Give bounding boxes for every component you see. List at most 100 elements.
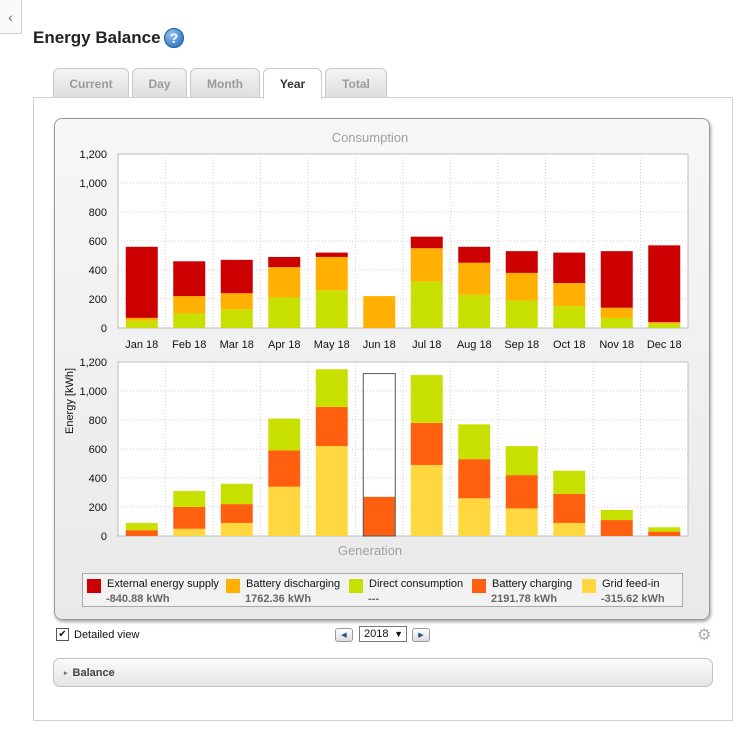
consumption-bar-segment xyxy=(505,300,538,328)
consumption-bar-segment xyxy=(410,281,443,328)
balance-label: Balance xyxy=(72,666,115,679)
consumption-bar-segment xyxy=(220,259,253,294)
tab-year[interactable]: Year xyxy=(263,68,322,99)
tab-total[interactable]: Total xyxy=(325,68,387,98)
generation-bar-segment xyxy=(220,483,253,505)
generation-y-tick-label: 0 xyxy=(101,531,107,543)
consumption-bar-segment xyxy=(315,252,348,257)
chevron-left-icon: ‹ xyxy=(8,8,13,25)
generation-bar-segment xyxy=(220,522,253,536)
arrow-right-icon: ▶ xyxy=(418,632,424,639)
legend-value: -315.62 kWh xyxy=(601,593,665,605)
generation-bar-segment xyxy=(315,369,348,407)
consumption-y-tick-label: 1,200 xyxy=(79,149,107,161)
consumption-x-tick-label: Oct 18 xyxy=(553,339,585,351)
check-glyph: ✔ xyxy=(58,628,67,640)
consumption-bar-segment xyxy=(173,313,206,328)
consumption-bar-segment xyxy=(315,256,348,291)
consumption-bar-segment xyxy=(410,248,443,282)
consumption-x-tick-label: Feb 18 xyxy=(172,339,206,351)
consumption-bar-segment xyxy=(458,294,491,328)
consumption-y-tick-label: 1,000 xyxy=(79,178,107,190)
generation-y-tick-label: 600 xyxy=(89,444,107,456)
generation-bar-segment xyxy=(553,470,586,494)
consumption-x-tick-label: Mar 18 xyxy=(220,339,254,351)
consumption-x-tick-label: Jul 18 xyxy=(412,339,441,351)
generation-bar-segment xyxy=(553,493,586,523)
generation-bar-segment xyxy=(648,527,681,532)
legend: External energy supply -840.88 kWh Batte… xyxy=(82,573,683,607)
chart-container: Consumption Generation Energy [kWh] 0 200… xyxy=(54,118,710,620)
generation-bar-segment xyxy=(458,424,491,460)
consumption-x-tick-label: Jan 18 xyxy=(125,339,158,351)
legend-swatch xyxy=(349,579,363,593)
detailed-view-toggle[interactable]: ✔ Detailed view xyxy=(56,628,139,641)
generation-y-tick-label: 800 xyxy=(89,415,107,427)
consumption-bar-segment xyxy=(363,296,396,328)
consumption-bar-segment xyxy=(220,309,253,328)
legend-label: Battery charging xyxy=(492,578,573,590)
consumption-bar-segment xyxy=(173,296,206,314)
consumption-bar-segment xyxy=(505,272,538,301)
tab-current[interactable]: Current xyxy=(53,68,129,98)
legend-swatch xyxy=(226,579,240,593)
balance-section-header[interactable]: ▸ Balance xyxy=(53,658,713,687)
legend-swatch xyxy=(87,579,101,593)
consumption-bar-segment xyxy=(458,246,491,263)
generation-bar-segment xyxy=(315,406,348,447)
generation-bar-highlight xyxy=(362,373,396,537)
consumption-bar-segment xyxy=(220,293,253,310)
detailed-view-checkbox[interactable]: ✔ xyxy=(56,628,69,641)
generation-bar-segment xyxy=(268,486,301,536)
consumption-y-tick-label: 0 xyxy=(101,323,107,335)
consumption-bar-segment xyxy=(315,290,348,328)
back-button[interactable]: ‹ xyxy=(0,0,22,34)
question-circle-icon[interactable]: ? xyxy=(164,28,184,48)
legend-value: --- xyxy=(368,593,379,605)
year-value: 2018 xyxy=(364,628,389,640)
consumption-bar-segment xyxy=(458,262,491,295)
generation-bar-segment xyxy=(458,498,491,536)
consumption-y-tick-label: 800 xyxy=(89,207,107,219)
arrow-left-icon: ◀ xyxy=(341,632,347,639)
consumption-x-tick-label: Jun 18 xyxy=(363,339,396,351)
generation-bar-segment xyxy=(173,491,206,507)
y-axis-label: Energy [kWh] xyxy=(64,368,76,434)
consumption-y-tick-label: 200 xyxy=(89,294,107,306)
consumption-x-tick-label: Sep 18 xyxy=(504,339,539,351)
generation-bar-segment xyxy=(410,464,443,536)
consumption-bar-segment xyxy=(648,322,681,324)
consumption-bar-segment xyxy=(505,251,538,273)
generation-y-tick-label: 1,200 xyxy=(79,357,107,369)
consumption-x-tick-label: Aug 18 xyxy=(457,339,492,351)
consumption-bar-segment xyxy=(600,317,633,328)
consumption-x-tick-label: Apr 18 xyxy=(268,339,300,351)
page-title: Energy Balance xyxy=(33,28,161,47)
next-year-button[interactable]: ▶ xyxy=(412,628,430,642)
generation-bar-segment xyxy=(410,422,443,465)
generation-bar-segment xyxy=(268,418,301,451)
consumption-bar-segment xyxy=(648,245,681,323)
consumption-bar-segment xyxy=(600,251,633,308)
generation-bar-segment xyxy=(410,375,443,423)
dropdown-arrow-icon: ▼ xyxy=(394,629,403,639)
previous-year-button[interactable]: ◀ xyxy=(335,628,353,642)
detailed-view-label: Detailed view xyxy=(74,628,140,641)
energy-chart: Consumption Generation Energy [kWh] 0 200… xyxy=(64,130,689,558)
legend-label: Grid feed-in xyxy=(602,578,660,590)
generation-bar-segment xyxy=(505,446,538,476)
consumption-bar-segment xyxy=(648,323,681,328)
year-select[interactable]: 2018 ▼ xyxy=(359,626,407,642)
tab-month[interactable]: Month xyxy=(190,68,260,98)
triangle-right-icon: ▸ xyxy=(64,669,68,677)
gear-icon[interactable]: ⚙ xyxy=(697,627,712,644)
consumption-bar-segment xyxy=(125,320,158,328)
generation-bar-segment xyxy=(600,520,633,536)
consumption-y-tick-label: 600 xyxy=(89,236,107,248)
consumption-bar-segment xyxy=(173,261,206,297)
consumption-bar-segment xyxy=(553,283,586,307)
legend-value: 2191.78 kWh xyxy=(491,593,558,605)
legend-label: External energy supply xyxy=(107,578,219,590)
generation-y-tick-label: 200 xyxy=(89,502,107,514)
tab-day[interactable]: Day xyxy=(132,68,187,98)
